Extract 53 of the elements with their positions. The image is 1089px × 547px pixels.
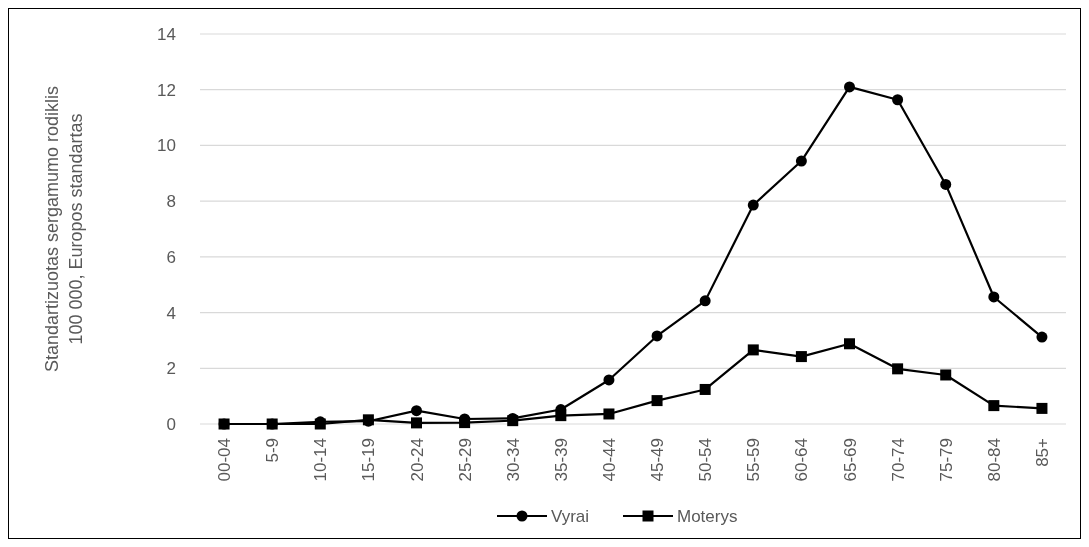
y-tick-label: 12 (157, 80, 176, 100)
point (603, 408, 615, 420)
point (940, 369, 952, 381)
point (844, 81, 855, 93)
point (892, 363, 904, 375)
y-tick-label: 0 (166, 414, 176, 434)
point (411, 417, 422, 429)
x-tick-label: 30-34 (503, 438, 523, 482)
x-tick-label: 65-69 (840, 438, 860, 482)
y-tick-label: 10 (157, 136, 176, 156)
y-tick-label: 6 (166, 247, 176, 267)
x-tick-label: 10-14 (311, 438, 331, 482)
x-tick-label: 80-84 (984, 438, 1004, 482)
point (459, 417, 471, 429)
x-tick-label: 15-19 (359, 438, 379, 482)
x-tick-label: 60-64 (792, 438, 812, 482)
point (988, 291, 1000, 303)
point (747, 199, 759, 211)
x-tick-label: 20-24 (407, 438, 427, 482)
x-tick-label: 45-49 (648, 438, 668, 482)
point (651, 395, 663, 407)
point (555, 410, 567, 422)
point (699, 383, 711, 395)
x-tick-label: 55-59 (744, 438, 764, 482)
y-tick-label: 2 (166, 359, 176, 379)
point (795, 155, 807, 167)
x-tick-label: 40-44 (599, 438, 619, 482)
point (892, 94, 904, 106)
point (603, 374, 615, 386)
point (1036, 331, 1048, 343)
point (747, 344, 759, 356)
x-tick-label: 25-29 (455, 438, 475, 482)
legend-label: Moterys (677, 506, 738, 526)
point (844, 338, 855, 350)
x-tick-label: 70-74 (888, 438, 908, 482)
point (651, 330, 663, 342)
y-tick-label: 8 (166, 192, 176, 212)
x-tick-label: 75-79 (936, 438, 956, 482)
y-tick-label: 4 (166, 303, 176, 323)
y-axis-title: Standartizuotas sergamumo rodiklis 100 000, Europos standartas (42, 85, 86, 373)
x-tick-label: 35-39 (551, 438, 571, 482)
point (1036, 402, 1048, 414)
point (411, 405, 422, 417)
point (988, 400, 1000, 412)
x-tick-label: 5-9 (263, 438, 283, 463)
y-tick-label: 14 (157, 24, 176, 44)
x-tick-label: 00-04 (215, 438, 235, 482)
point (940, 178, 952, 190)
legend-label: Vyrai (551, 506, 590, 526)
point (795, 351, 807, 363)
x-tick-label: 85+ (1032, 437, 1052, 467)
x-tick-label: 50-54 (696, 438, 716, 482)
point (699, 295, 711, 307)
